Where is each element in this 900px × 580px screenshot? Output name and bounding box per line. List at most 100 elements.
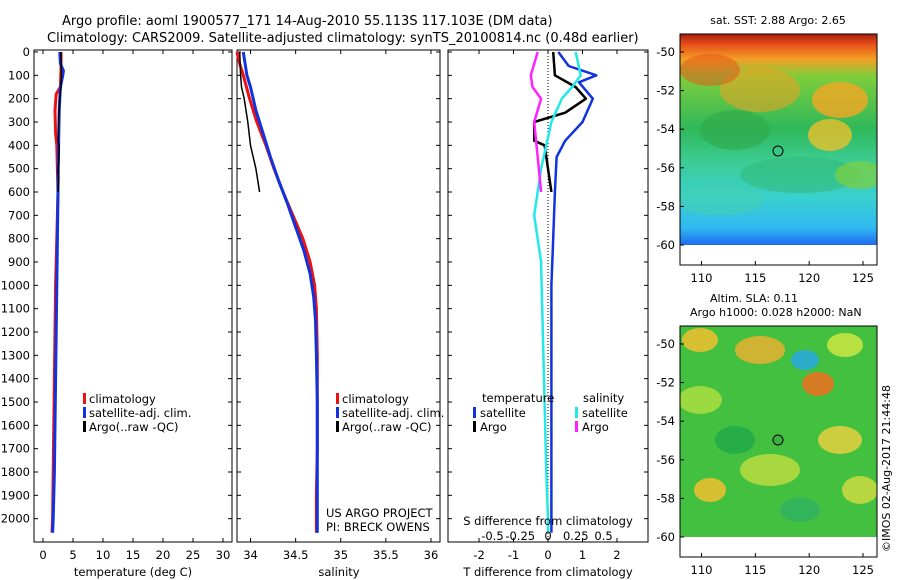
x-tick-label: 36 [424,548,439,562]
legend-swatch-satellite-clim [336,407,339,418]
y-tick-label: 900 [8,255,30,269]
x-tick-label: 0 [39,548,46,562]
legend-swatch-s-argo [575,421,578,432]
series-line-argo-raw-qc [238,51,261,193]
sst-map-title: sat. SST: 2.88 Argo: 2.65 [710,14,846,27]
sst-map-panel: sat. SST: 2.88 Argo: 2.65 110 115 120 125 -5… [656,14,878,285]
x-tick-label: 0 [544,548,551,562]
y-tick-label: 1100 [1,302,30,316]
imos-credit: ©IMOS 02-Aug-2017 21:44:48 [880,385,893,552]
x-tick-label: 10 [96,548,111,562]
y-tick-label: 1700 [1,442,30,456]
map-x-tick-label: 120 [798,563,820,577]
sla-map-image [680,326,877,537]
y-tick-label: 1800 [1,465,30,479]
legend-swatch-climatology [336,393,339,404]
sla-map-title-line2: Argo h1000: 0.028 h2000: NaN [690,306,862,319]
temperature-axes-frame [33,49,233,543]
legend-swatch-t-argo [473,421,476,432]
x-tick-label: 34 [243,548,258,562]
map-y-tick-label: -50 [656,337,675,351]
series-line-satellite-adj-clim [51,51,65,533]
salinity-axes-frame [236,49,441,543]
temperature-panel: 0100200300400500600700800900100011001200… [1,45,233,579]
map-x-tick-label: 125 [852,271,874,285]
y-tick-label: 1900 [1,488,30,502]
map-x-tick-label: 115 [744,563,766,577]
difference-series [529,51,598,533]
temperature-series [50,51,65,533]
sla-argo-location-marker [772,434,784,446]
s-difference-label: S difference from climatology [463,514,633,528]
map-x-tick-label: 115 [744,271,766,285]
y-tick-label: 300 [8,115,30,129]
y-tick-label: 1000 [1,278,30,292]
y-tick-label: 1400 [1,372,30,386]
sla-map-title-line1: Altim. SLA: 0.11 [710,292,798,305]
y-tick-label: 600 [8,185,30,199]
series-line-climatology [235,51,319,533]
series-line-salinity-argo [529,51,543,193]
legend-label-satellite-clim: satellite-adj. clim. [342,406,444,420]
x-tick-label: 25 [186,548,201,562]
sst-argo-location-marker [772,145,784,157]
x-tick-label: 1 [579,548,586,562]
legend-label-t-satellite: satellite [480,406,526,420]
salinity-legend: climatology satellite-adj. clim. Argo(..… [336,392,444,434]
salinity-series [235,51,319,533]
figure-title-line2: Climatology: CARS2009. Satellite-adjuste… [47,31,639,46]
x-tick-label: 15 [126,548,141,562]
map-x-tick-label: 120 [798,271,820,285]
x-tick-label: -1 [508,548,519,562]
t-difference-label: T difference from climatology [462,565,633,579]
y-tick-label: 200 [8,92,30,106]
series-line-temperature-satellite [550,51,598,533]
sst-map-image [680,34,877,245]
map-y-tick-label: -56 [656,453,675,467]
y-tick-label: 1200 [1,325,30,339]
map-y-tick-label: -60 [656,238,675,252]
map-y-tick-label: -52 [656,376,675,390]
series-line-temperature-argo [532,51,588,193]
map-y-tick-label: -60 [656,530,675,544]
map-y-tick-label: -54 [656,122,675,136]
project-annotation-line2: PI: BRECK OWENS [326,520,430,534]
map-y-tick-label: -50 [656,45,675,59]
legend-swatch-argo [336,421,339,432]
sla-map-frame [679,325,878,558]
map-y-tick-label: -58 [656,491,675,505]
y-tick-label: 500 [8,162,30,176]
temperature-ticks: 0100200300400500600700800900100011001200… [1,45,232,562]
legend-label-climatology: climatology [89,392,156,406]
legend-title-salinity: salinity [583,391,624,405]
legend-label-argo: Argo(..raw -QC) [342,420,432,434]
s-tick-label: -0.5 [481,529,503,543]
legend-swatch-satellite-clim [83,407,86,418]
x-tick-label: 34.5 [283,548,309,562]
y-tick-label: 2000 [1,512,30,526]
y-tick-label: 0 [23,45,30,59]
legend-title-temperature: temperature [482,391,554,405]
map-x-tick-label: 125 [852,563,874,577]
sst-map-frame [679,33,878,266]
project-annotation-line1: US ARGO PROJECT [326,506,434,520]
map-y-tick-label: -52 [656,84,675,98]
legend-label-argo: Argo(..raw -QC) [89,420,179,434]
x-tick-label: 30 [216,548,231,562]
x-tick-label: 5 [69,548,76,562]
y-tick-label: 1500 [1,395,30,409]
legend-label-t-argo: Argo [480,420,507,434]
legend-swatch-t-satellite [473,407,476,418]
temperature-legend: climatology satellite-adj. clim. Argo(..… [83,392,191,434]
x-tick-label: 35.5 [373,548,399,562]
legend-label-satellite-clim: satellite-adj. clim. [89,406,191,420]
s-tick-label: -0.25 [505,529,535,543]
series-line-salinity-satellite [532,51,583,533]
map-x-tick-label: 110 [691,563,713,577]
salinity-xlabel: salinity [318,565,359,579]
y-tick-label: 700 [8,208,30,222]
sla-map-ticks: 110 115 120 125 -50 -52 -54 -56 -58 -60 [656,337,874,577]
series-line-argo-raw-qc [57,51,63,193]
x-tick-label: -2 [473,548,484,562]
